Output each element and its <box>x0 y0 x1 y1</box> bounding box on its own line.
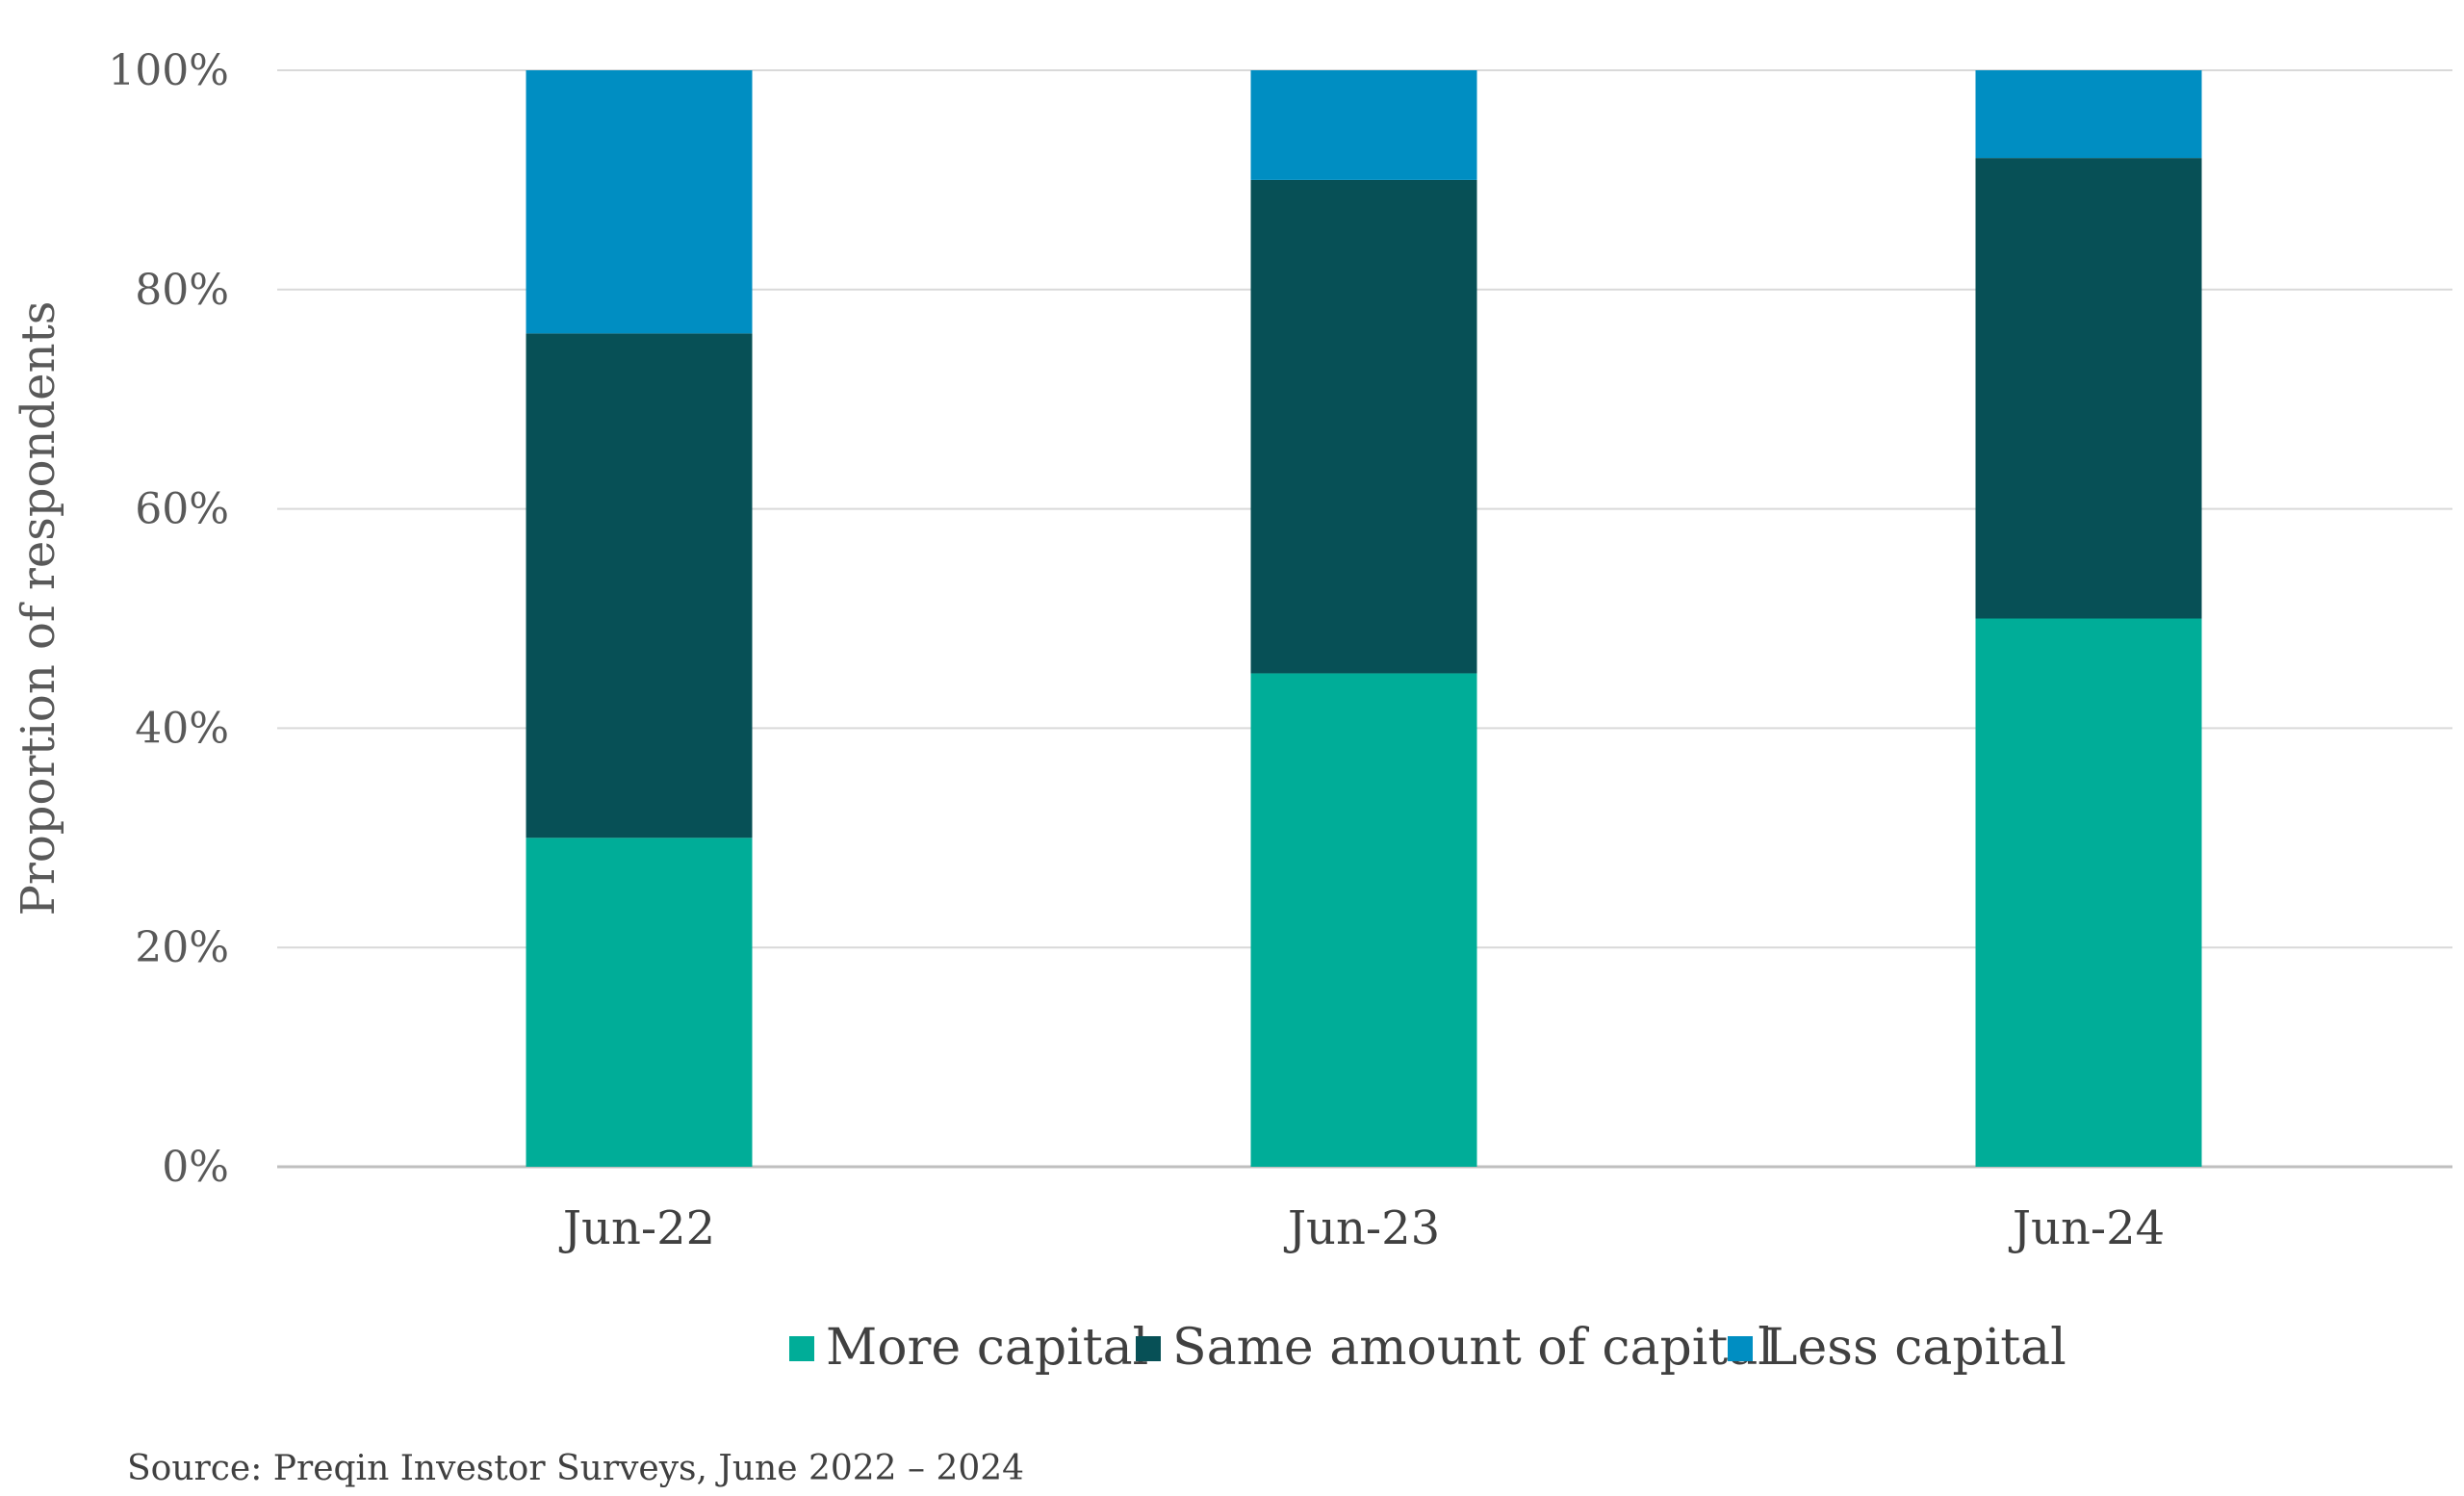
legend-label: More capital <box>826 1319 1148 1377</box>
y-tick-label: 80% <box>135 266 229 315</box>
y-tick-label: 20% <box>135 923 229 972</box>
legend-label: Less capital <box>1764 1319 2066 1377</box>
x-tick-label: Jun-23 <box>1283 1201 1440 1255</box>
x-tick-label: Jun-24 <box>2008 1201 2165 1255</box>
bars <box>526 70 2202 1167</box>
x-axis-ticks: Jun-22 Jun-23 Jun-24 <box>558 1201 2165 1255</box>
bar-segment <box>1250 179 1477 674</box>
y-axis-title: Proportion of respondents <box>12 301 65 916</box>
bar-segment <box>526 838 753 1167</box>
bar-segment <box>1975 70 2202 159</box>
y-tick-label: 0% <box>162 1143 229 1192</box>
bar-segment <box>1975 618 2202 1167</box>
bar-segment <box>1975 158 2202 619</box>
y-axis-ticks: 0% 20% 40% 60% 80% 100% <box>108 46 229 1192</box>
source-note: Source: Preqin Investor Surveys, June 20… <box>127 1449 1024 1488</box>
bar-segment <box>1250 70 1477 180</box>
bar-segment <box>526 70 753 334</box>
legend-label: Same amount of capital <box>1172 1319 1774 1377</box>
x-tick-label: Jun-22 <box>558 1201 715 1255</box>
y-tick-label: 40% <box>135 704 229 753</box>
legend-swatch <box>1728 1336 1753 1361</box>
legend-swatch <box>789 1336 814 1361</box>
bar-segment <box>1250 673 1477 1167</box>
y-tick-label: 100% <box>108 46 229 95</box>
bar-segment <box>526 333 753 838</box>
y-tick-label: 60% <box>135 485 229 534</box>
legend-swatch <box>1136 1336 1161 1361</box>
